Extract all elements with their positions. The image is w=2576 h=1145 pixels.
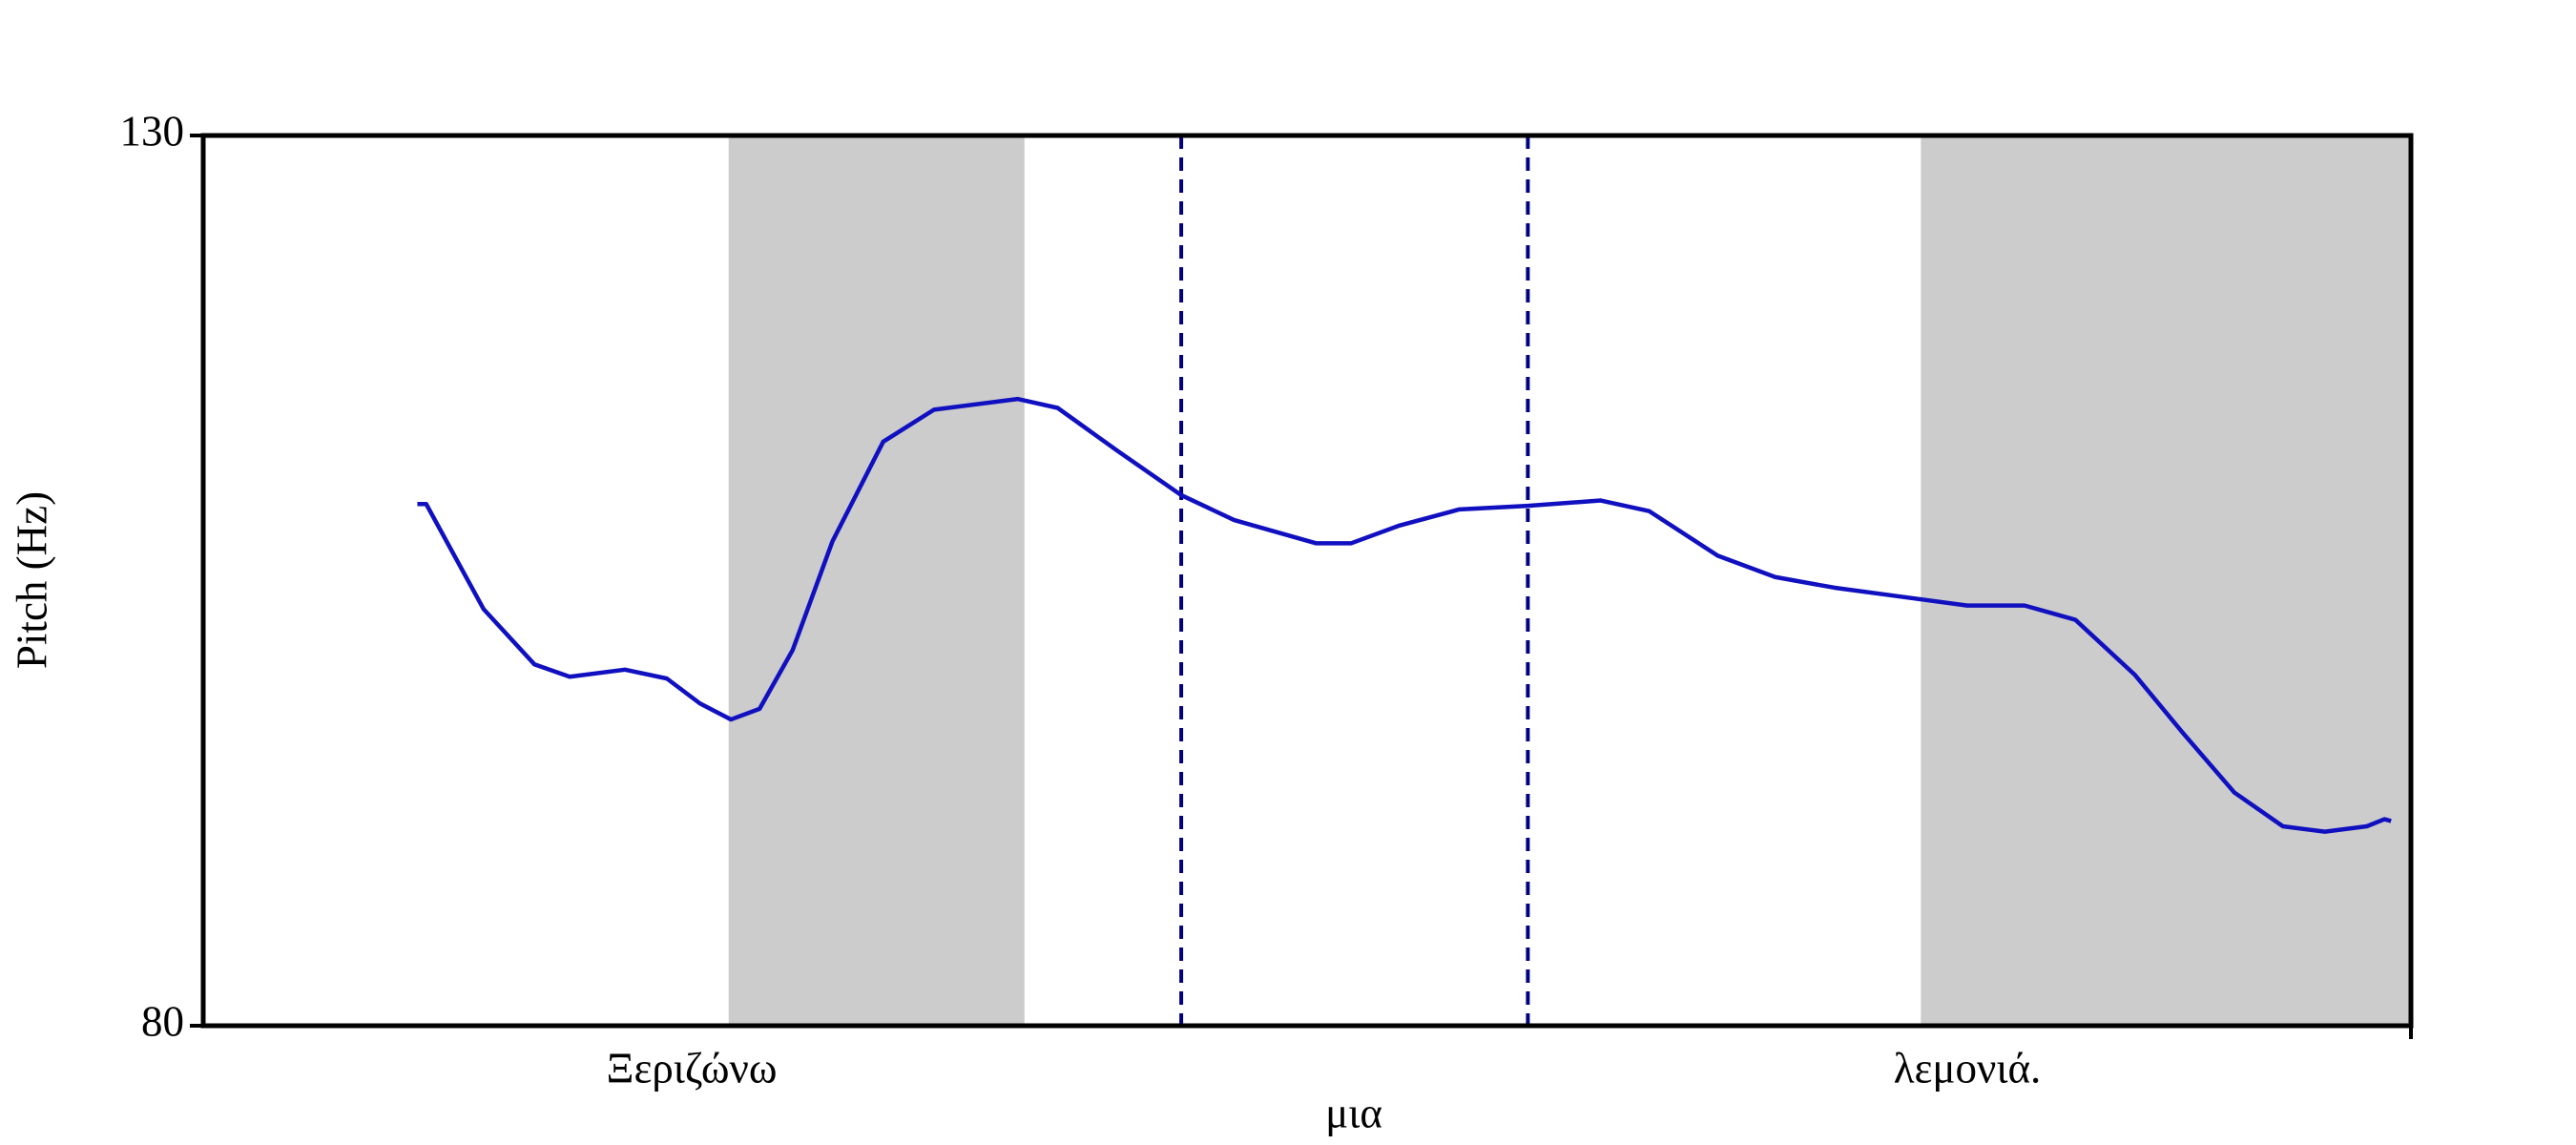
shaded-region: [728, 135, 1025, 1026]
plot-layer: [417, 135, 2392, 1026]
word-label: μια: [1325, 1089, 1382, 1136]
y-tick-label: 80: [141, 997, 184, 1045]
shade-layer: [728, 135, 2411, 1026]
plot-frame: [200, 133, 2414, 1029]
pitch-contour: [417, 396, 2392, 834]
shaded-region: [1921, 135, 2411, 1026]
word-label: λεμονιά.: [1894, 1044, 2042, 1092]
y-tick-label: 130: [120, 107, 185, 155]
word-label: Ξεριζώνω: [607, 1044, 778, 1092]
y-axis-label: Pitch (Hz): [8, 491, 55, 669]
